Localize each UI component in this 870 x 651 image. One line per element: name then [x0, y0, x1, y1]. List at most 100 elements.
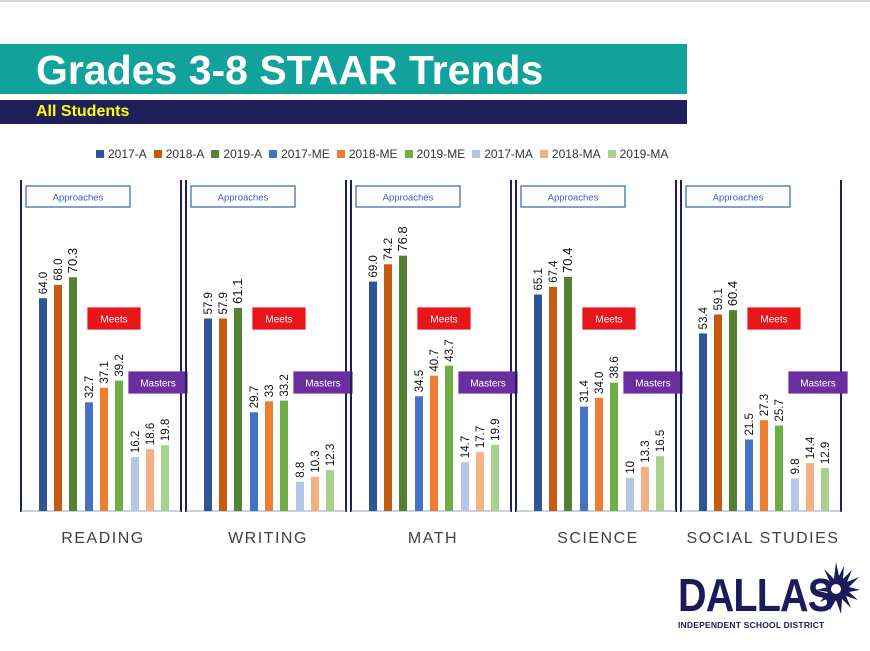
bar	[85, 402, 93, 511]
bar	[69, 277, 77, 511]
group-label: Masters	[305, 379, 341, 390]
bar	[549, 286, 557, 511]
bar-value-label: 18.6	[145, 423, 157, 445]
group-label: Meets	[265, 315, 292, 326]
bar	[204, 318, 212, 511]
bar-value-label: 33	[264, 384, 276, 397]
bar-value-label: 9.8	[790, 458, 802, 474]
group-box	[788, 371, 848, 394]
legend-swatch	[539, 150, 548, 158]
legend-item: 2019-MA	[607, 146, 668, 162]
bar	[219, 318, 227, 511]
bar-value-label: 19.8	[160, 419, 172, 441]
group-label: Meets	[430, 315, 457, 326]
bar-value-label: 14.7	[460, 436, 472, 458]
bar	[326, 470, 334, 511]
top-rule	[0, 0, 870, 2]
group-label: Meets	[100, 315, 127, 326]
bar-value-label: 29.7	[249, 386, 261, 408]
subject-label: SCIENCE	[557, 530, 639, 547]
group-label: Approaches	[218, 193, 269, 204]
bar-value-label: 65.1	[533, 268, 545, 290]
starburst-icon	[816, 562, 860, 614]
bar-value-label: 34.5	[414, 370, 426, 392]
bar-value-label: 19.9	[490, 418, 502, 440]
legend-item: 2017-MA	[472, 146, 533, 162]
subject-label: MATH	[408, 530, 458, 547]
legend-swatch	[607, 150, 616, 158]
bar	[369, 281, 377, 511]
bar-value-label: 76.8	[395, 226, 410, 251]
subject-label: WRITING	[228, 530, 308, 547]
bar-value-label: 70.4	[560, 248, 575, 273]
bar-value-label: 21.5	[744, 413, 756, 435]
bar	[296, 481, 304, 511]
subject-label: SOCIAL STUDIES	[687, 530, 840, 547]
group-label: Meets	[595, 315, 622, 326]
group-label: Meets	[760, 315, 787, 326]
bar	[714, 314, 722, 511]
bar-value-label: 43.7	[444, 339, 456, 361]
bar	[626, 477, 634, 511]
bar-value-label: 68.0	[53, 259, 65, 281]
group-label: Approaches	[713, 193, 764, 204]
group-box	[252, 307, 306, 330]
bar	[745, 439, 753, 511]
bar	[311, 476, 319, 511]
legend-swatch	[153, 150, 162, 158]
bar	[131, 457, 139, 511]
legend-label: 2018-MA	[551, 147, 601, 161]
legend-item: 2019-A	[211, 146, 262, 162]
bar	[806, 463, 814, 511]
bar-value-label: 27.3	[759, 394, 771, 416]
bar	[250, 412, 258, 511]
group-box	[747, 307, 801, 330]
legend-swatch	[211, 150, 220, 158]
bar-value-label: 13.3	[640, 440, 652, 462]
legend-label: 2017-ME	[281, 147, 330, 161]
legend-label: 2018-A	[165, 147, 205, 161]
dallas-isd-logo: DALLAS INDEPENDENT SCHOOL DISTRICT	[676, 560, 866, 640]
bar-value-label: 57.9	[203, 292, 215, 314]
bar	[656, 456, 664, 511]
bar-value-label: 64.0	[38, 272, 50, 294]
legend-item: 2018-ME	[336, 146, 398, 162]
bar-value-label: 59.1	[713, 288, 725, 310]
bar-value-label: 12.9	[820, 442, 832, 464]
bar-value-label: 39.2	[114, 354, 126, 376]
legend-item: 2017-ME	[269, 146, 330, 162]
logo-tagline: INDEPENDENT SCHOOL DISTRICT	[678, 620, 825, 630]
bar-value-label: 12.3	[325, 444, 337, 466]
group-label: Masters	[800, 379, 836, 390]
bar-value-label: 16.2	[130, 431, 142, 453]
legend-swatch	[336, 150, 345, 158]
bar-value-label: 14.4	[805, 436, 817, 459]
legend-item: 2018-A	[153, 146, 205, 162]
group-box	[355, 185, 461, 208]
bar-value-label: 17.7	[475, 426, 487, 448]
bar	[39, 298, 47, 511]
bar-value-label: 70.3	[65, 248, 80, 273]
legend-item: 2017-A	[96, 146, 147, 162]
bar	[775, 425, 783, 511]
subtitle-bar: All Students	[0, 100, 687, 124]
bar	[641, 466, 649, 511]
logo-wordmark: DALLAS	[678, 569, 834, 621]
bar	[280, 400, 288, 511]
group-label: Approaches	[548, 193, 599, 204]
bar	[580, 406, 588, 511]
legend-swatch	[472, 150, 481, 158]
bar	[161, 445, 169, 511]
bar-value-label: 25.7	[774, 399, 786, 421]
bar	[115, 380, 123, 511]
bar	[534, 294, 542, 511]
group-label: Approaches	[53, 193, 104, 204]
legend-item: 2019-ME	[404, 146, 465, 162]
group-label: Masters	[470, 379, 506, 390]
bar	[595, 397, 603, 511]
bar-value-label: 53.4	[698, 306, 710, 329]
bar-value-label: 10.3	[310, 450, 322, 472]
bar	[461, 462, 469, 511]
group-box	[87, 307, 141, 330]
group-label: Masters	[140, 379, 176, 390]
